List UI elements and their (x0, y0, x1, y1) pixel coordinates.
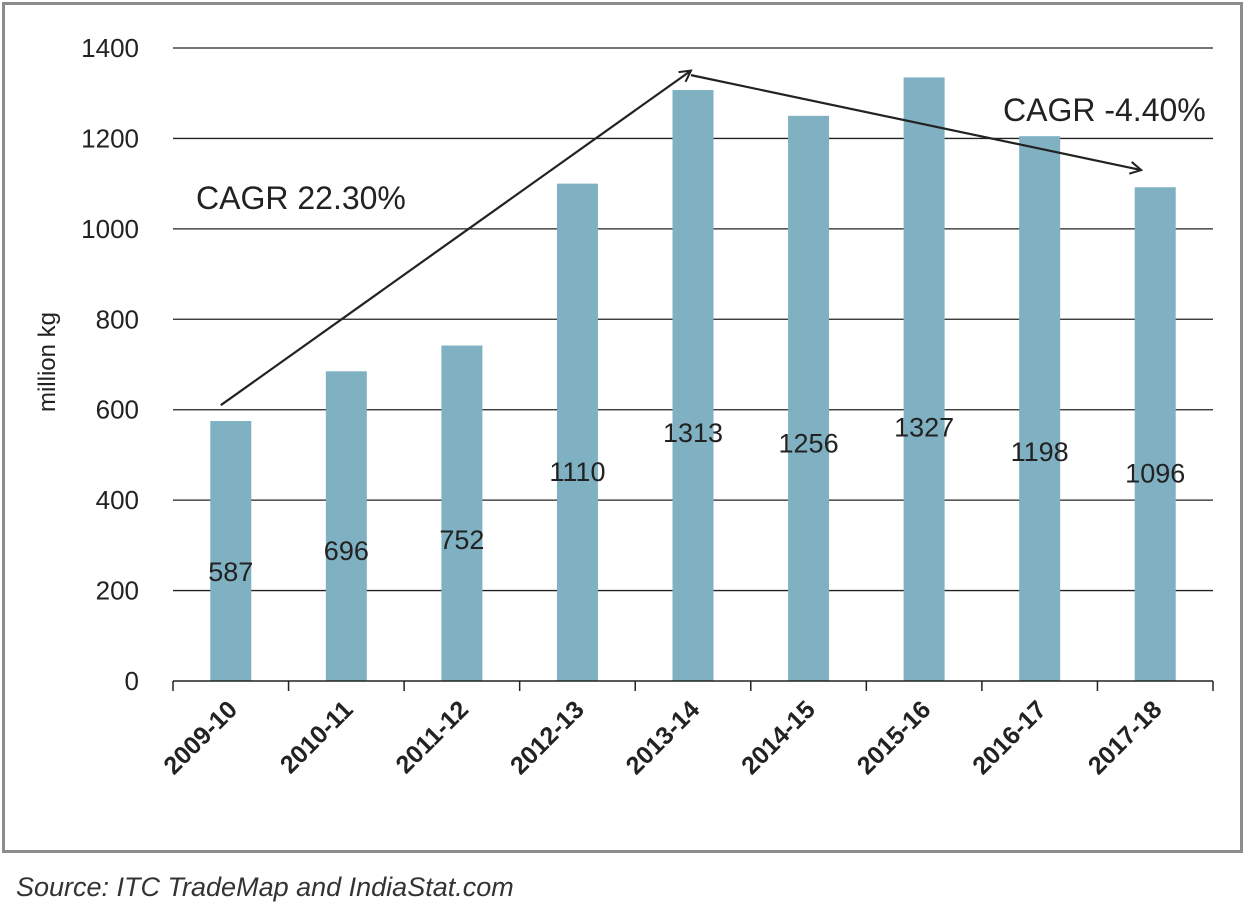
source-note: Source: ITC TradeMap and IndiaStat.com (16, 872, 514, 902)
data-label: 587 (208, 557, 253, 587)
data-label: 696 (324, 536, 369, 566)
data-label: 1096 (1125, 459, 1185, 489)
data-label: 1256 (779, 429, 839, 459)
bar-2016-17 (1019, 136, 1061, 682)
bars (210, 77, 1176, 682)
bar-2014-15 (788, 115, 830, 682)
y-tick-label: 400 (96, 485, 139, 515)
y-tick-label: 0 (125, 666, 139, 696)
y-tick-label: 800 (96, 304, 139, 334)
x-tick-label: 2017-18 (1083, 695, 1168, 780)
cagr-rise-label: CAGR 22.30% (196, 180, 406, 216)
data-label: 1327 (894, 412, 954, 442)
bar-2010-11 (325, 371, 367, 681)
x-tick-label: 2012-13 (505, 695, 590, 780)
x-tick-label: 2016-17 (967, 695, 1052, 780)
y-axis-label: million kg (34, 312, 61, 412)
cagr-decline-label: CAGR -4.40% (1003, 92, 1206, 128)
data-label: 1313 (663, 418, 723, 448)
x-tick-label: 2015-16 (852, 695, 937, 780)
bar-2011-12 (441, 345, 483, 681)
bar-2012-13 (556, 183, 598, 681)
x-tick-label: 2009-10 (158, 695, 243, 780)
data-labels: 587 696 752 1110 1313 1256 1327 1198 1096 (208, 412, 1185, 586)
bar-2015-16 (903, 77, 945, 681)
x-tick-label: 2013-14 (621, 695, 706, 780)
x-tick-label: 2014-15 (736, 695, 821, 780)
y-tick-label: 600 (96, 395, 139, 425)
y-tick-label: 1400 (81, 33, 139, 63)
data-label: 752 (439, 525, 484, 555)
bar-2009-10 (210, 421, 252, 681)
y-tick-label: 1000 (81, 214, 139, 244)
data-label: 1110 (549, 457, 605, 487)
y-tick-label: 1200 (81, 123, 139, 153)
annotations: CAGR 22.30% CAGR -4.40% (196, 71, 1206, 407)
cagr-rise-arrow (220, 71, 691, 407)
bar-2017-18 (1134, 187, 1176, 681)
data-label: 1198 (1011, 437, 1069, 467)
x-tick-label: 2011-12 (390, 695, 474, 779)
y-tick-label: 200 (96, 576, 139, 606)
bar-2013-14 (672, 90, 714, 681)
cagr-decline-arrow (690, 74, 1141, 170)
x-tick-label: 2010-11 (275, 695, 359, 779)
